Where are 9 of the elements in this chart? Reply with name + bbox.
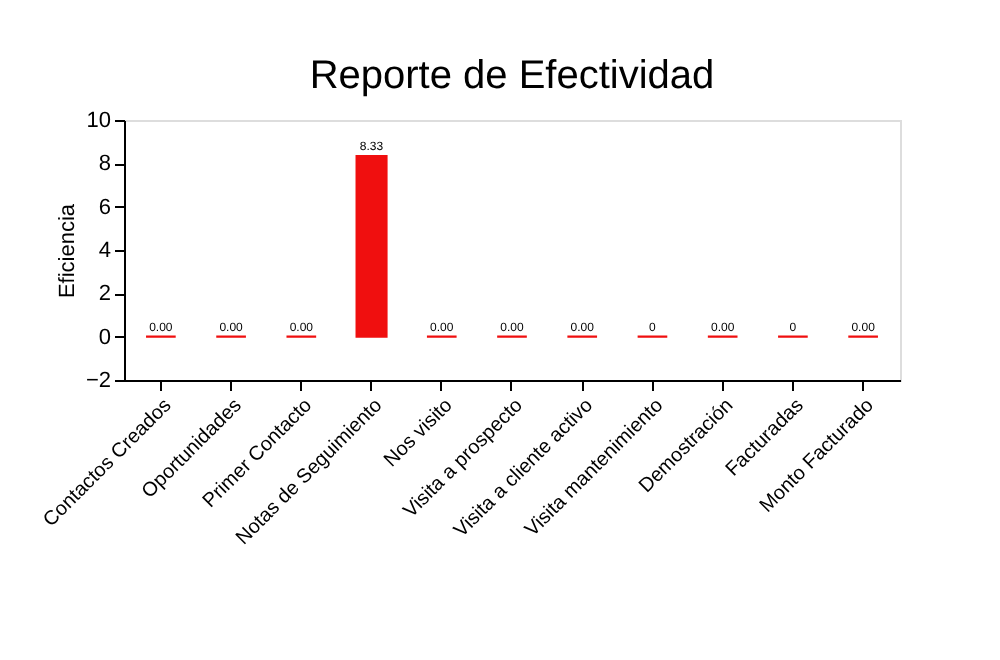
- chart-title: Reporte de Efectividad: [309, 54, 715, 98]
- y-tick-label: 8: [98, 152, 111, 177]
- y-tick-label: 6: [98, 195, 111, 220]
- y-tick-label: −2: [85, 369, 111, 393]
- y-tick-label: 0: [98, 325, 111, 350]
- y-tick-label: 2: [98, 282, 111, 307]
- y-tick-label: 10: [86, 109, 111, 133]
- y-axis-title: Eficiencia: [55, 202, 80, 299]
- y-tick-label: 4: [98, 239, 111, 263]
